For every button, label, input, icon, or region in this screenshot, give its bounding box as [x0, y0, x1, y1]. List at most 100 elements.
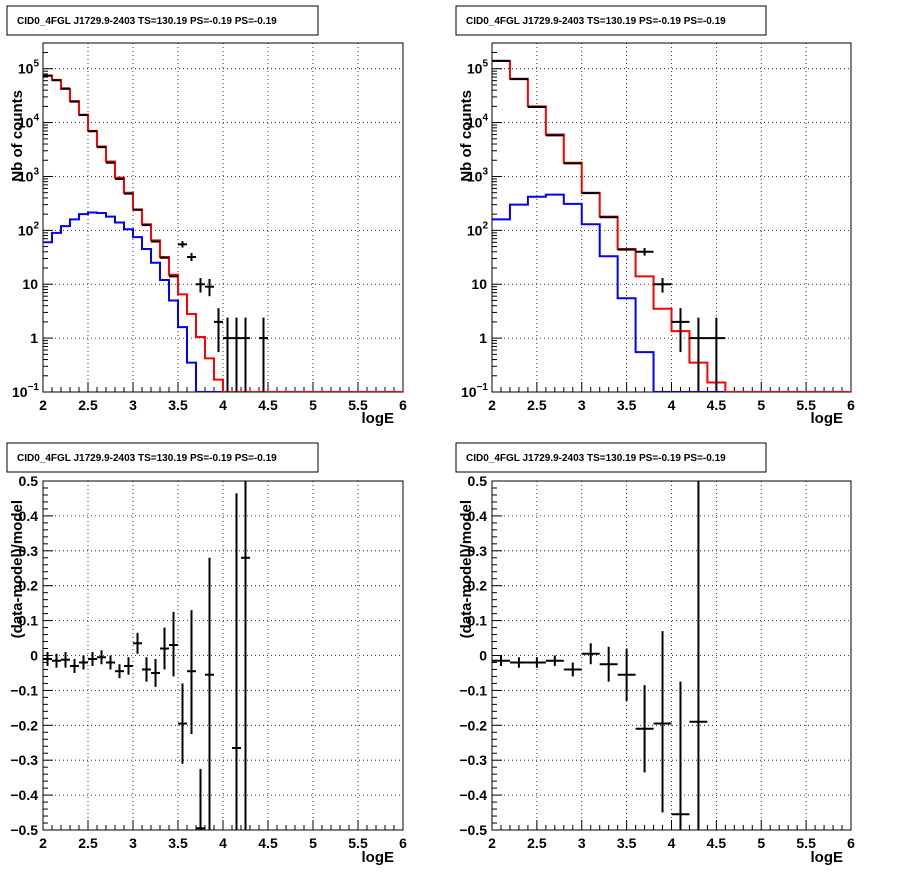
- data-point: [671, 308, 690, 353]
- data-point: [581, 643, 600, 665]
- x-tick-label: 4.5: [707, 397, 727, 413]
- y-axis-title: (data-model)/model: [458, 500, 475, 638]
- y-tick-label: −0.5: [459, 822, 487, 838]
- chart-title: CID0_4FGL J1729.9-2403 TS=130.19 PS=-0.1…: [17, 16, 277, 27]
- data-point: [70, 658, 79, 673]
- x-tick-label: 3: [578, 397, 586, 413]
- data-point: [169, 611, 178, 677]
- title-box: [6, 442, 319, 473]
- x-tick-label: 6: [847, 397, 855, 413]
- x-tick-label: 5.5: [348, 835, 368, 851]
- data-point: [160, 627, 169, 670]
- y-tick-label: 10: [471, 276, 487, 292]
- y-tick-label: 1: [30, 330, 38, 346]
- x-tick-label: 2: [39, 835, 47, 851]
- chart-panel-tr: 2 2.5 3 3.5 4 4.5 5 5.5 6 10−1 1 10 102 103 104 105 CID0…: [455, 5, 855, 427]
- x-tick-label: 4.5: [258, 835, 278, 851]
- y-tick-label: 103: [467, 166, 489, 184]
- x-tick-label: 4: [668, 397, 676, 413]
- x-tick-label: 6: [399, 835, 407, 851]
- grid-lines: [43, 481, 403, 830]
- y-tick-label: 0.5: [468, 473, 488, 489]
- plot-data: [492, 59, 851, 392]
- data-point: [707, 317, 726, 392]
- source-model-step-line: [492, 193, 851, 392]
- x-tick-label: 3.5: [617, 397, 637, 413]
- x-tick-label: 5.5: [796, 835, 816, 851]
- x-tick-label: 5: [757, 835, 765, 851]
- x-tick-label: 4: [219, 835, 227, 851]
- y-tick-label: −0.1: [10, 682, 38, 698]
- chart-panel-bl: 2 2.5 3 3.5 4 4.5 5 5.5 6 −0.5 −0.4 −0.3 −0.2 −0.1 0 0.…: [6, 442, 407, 866]
- x-tick-label: 3.5: [168, 835, 188, 851]
- title-box: [6, 5, 319, 36]
- data-point: [106, 655, 115, 670]
- data-point: [43, 652, 52, 666]
- y-tick-label: 0.3: [19, 543, 39, 559]
- data-point: [599, 646, 618, 682]
- data-point: [635, 685, 654, 773]
- data-point: [527, 657, 546, 668]
- x-tick-label: 4: [219, 397, 227, 413]
- x-axis-title: logE: [362, 849, 395, 866]
- chart-title: CID0_4FGL J1729.9-2403 TS=130.19 PS=-0.1…: [466, 453, 726, 464]
- x-axis-title: logE: [811, 849, 844, 866]
- x-tick-label: 2.5: [78, 835, 98, 851]
- data-point: [689, 317, 708, 392]
- data-point: [115, 664, 124, 679]
- plot-data: [43, 481, 250, 830]
- data-point: [653, 278, 672, 293]
- x-tick-label: 2.5: [78, 397, 98, 413]
- y-tick-label: 105: [18, 59, 40, 77]
- x-tick-label: 3: [129, 397, 137, 413]
- x-tick-label: 3.5: [617, 835, 637, 851]
- y-tick-label: 0.4: [468, 508, 488, 524]
- data-point: [545, 655, 564, 666]
- model-total-step-line: [492, 59, 851, 392]
- data-point: [205, 279, 214, 297]
- y-tick-label: 0.3: [468, 543, 488, 559]
- data-point: [232, 317, 241, 392]
- axis-ticks: [491, 42, 852, 393]
- data-point: [142, 657, 151, 682]
- data-point: [223, 317, 232, 392]
- x-tick-label: 2: [39, 397, 47, 413]
- data-point: [196, 768, 205, 830]
- data-point: [653, 631, 672, 813]
- chart-title: CID0_4FGL J1729.9-2403 TS=130.19 PS=-0.1…: [17, 453, 277, 464]
- data-point: [187, 252, 196, 261]
- plot-frame: [42, 42, 404, 393]
- data-point: [635, 248, 654, 256]
- x-tick-label: 4: [668, 835, 676, 851]
- y-tick-label: 0.2: [468, 578, 488, 594]
- source-model-step-line: [43, 211, 403, 392]
- x-axis-title: logE: [811, 410, 844, 427]
- x-tick-label: 5.5: [796, 397, 816, 413]
- data-point: [259, 317, 268, 392]
- x-tick-label: 4.5: [707, 835, 727, 851]
- x-tick-label: 3: [578, 835, 586, 851]
- data-point: [133, 632, 142, 654]
- x-tick-label: 5: [309, 397, 317, 413]
- y-tick-label: −0.4: [459, 787, 487, 803]
- plot-data: [492, 481, 708, 830]
- data-point: [509, 657, 528, 668]
- y-tick-label: 105: [467, 59, 489, 77]
- x-axis-title: logE: [362, 410, 395, 427]
- y-tick-label: 10−1: [12, 382, 39, 400]
- x-tick-label: 2.5: [527, 835, 547, 851]
- y-tick-label: −0.3: [10, 752, 38, 768]
- chart-title: CID0_4FGL J1729.9-2403 TS=130.19 PS=-0.1…: [466, 16, 726, 27]
- grid-lines: [43, 43, 403, 392]
- data-point: [61, 652, 70, 668]
- y-tick-label: 0.1: [19, 613, 39, 629]
- data-point: [241, 317, 250, 392]
- y-tick-label: 104: [18, 113, 40, 131]
- y-axis-title: Nb of counts: [458, 90, 475, 182]
- data-point: [97, 650, 106, 665]
- x-tick-label: 3: [129, 835, 137, 851]
- y-tick-label: 10−1: [461, 382, 488, 400]
- y-tick-label: 102: [467, 220, 489, 238]
- chart-panel-tl: 2 2.5 3 3.5 4 4.5 5 5.5 6 10−1 1 10 102 103 104 105 CID0…: [6, 5, 407, 427]
- data-point: [187, 610, 196, 735]
